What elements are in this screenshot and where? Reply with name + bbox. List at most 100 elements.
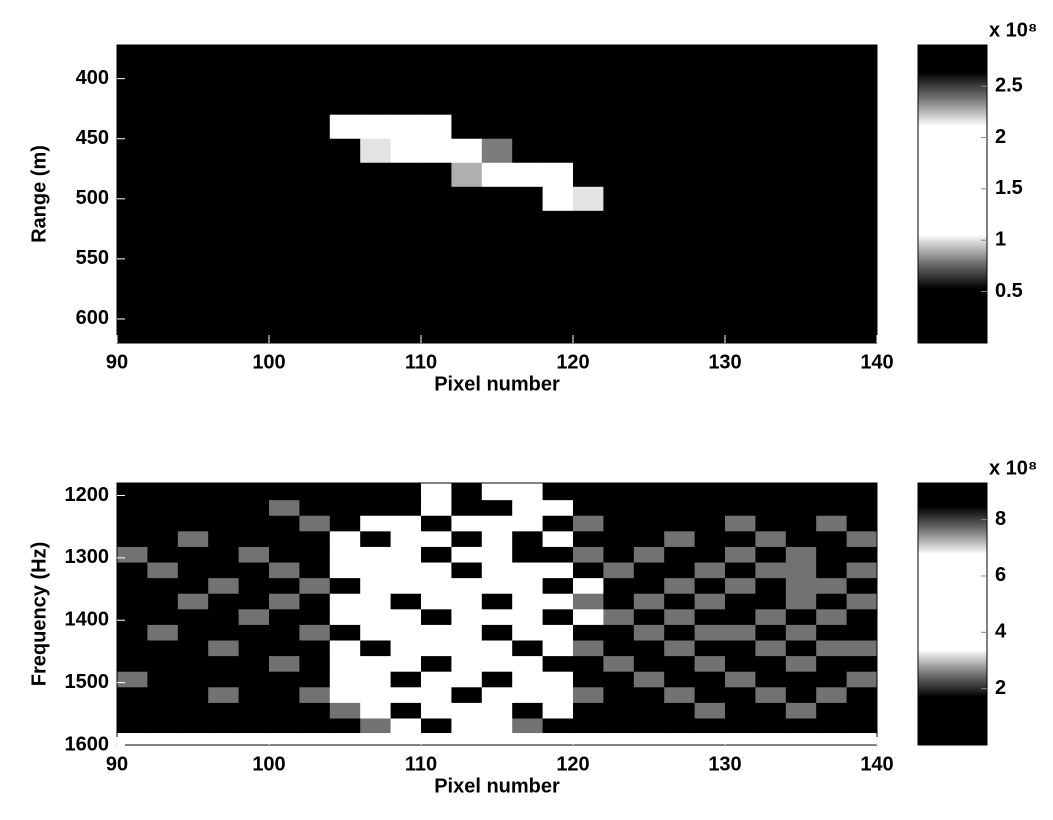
heatmap-cell <box>238 531 270 548</box>
heatmap-cell <box>725 186 756 212</box>
y-tick-label: 600 <box>76 307 109 329</box>
heatmap-cell <box>633 45 665 68</box>
heatmap-cell <box>755 483 787 501</box>
heatmap-cell <box>329 330 361 344</box>
heatmap-cell <box>816 483 848 501</box>
colorbar <box>917 44 988 344</box>
heatmap-cell <box>208 234 240 260</box>
heatmap-cell <box>117 593 148 610</box>
heatmap-cell <box>390 330 422 344</box>
heatmap-cell <box>481 483 513 501</box>
heatmap-cell <box>329 640 361 657</box>
heatmap-cell <box>512 330 544 344</box>
heatmap-cell <box>542 483 574 501</box>
heatmap-cell <box>785 671 817 688</box>
heatmap-cell <box>512 210 544 236</box>
heatmap-cell <box>177 210 209 236</box>
heatmap-cell <box>785 90 817 116</box>
heatmap-cell <box>360 624 392 642</box>
heatmap-cell <box>816 624 848 642</box>
heatmap-cell <box>725 718 756 734</box>
heatmap-cell <box>542 640 574 657</box>
heatmap-cell <box>329 531 361 548</box>
heatmap-cell <box>512 114 544 140</box>
heatmap-cell <box>451 609 483 626</box>
heatmap-cell <box>177 546 209 564</box>
heatmap-cell <box>694 282 726 308</box>
heatmap-cell <box>664 718 696 734</box>
heatmap-cell <box>725 609 756 626</box>
heatmap-cell <box>451 282 483 308</box>
heatmap-cell <box>542 114 574 140</box>
heatmap-cell <box>390 687 422 704</box>
heatmap-cell <box>117 515 148 532</box>
heatmap-cell <box>664 186 696 212</box>
heatmap-cell <box>208 624 240 642</box>
heatmap-cell <box>390 282 422 308</box>
heatmap-cell <box>542 162 574 188</box>
heatmap-cell <box>117 330 148 344</box>
heatmap-cell <box>481 624 513 642</box>
heatmap-cell <box>269 640 300 657</box>
heatmap-cell <box>451 562 483 579</box>
heatmap-cell <box>573 90 604 116</box>
colorbar-tick-label: 0.5 <box>995 280 1023 302</box>
heatmap-cell <box>816 138 848 164</box>
heatmap-cell <box>846 640 878 657</box>
heatmap-cell <box>269 546 300 564</box>
heatmap-cell <box>633 234 665 260</box>
heatmap-cell <box>725 138 756 164</box>
heatmap-cell <box>360 531 392 548</box>
y-tick-label: 1200 <box>65 484 110 506</box>
heatmap-cell <box>664 210 696 236</box>
heatmap-cell <box>694 186 726 212</box>
heatmap-cell <box>147 578 179 595</box>
heatmap-cell <box>542 562 574 579</box>
heatmap-cell <box>573 306 604 332</box>
heatmap-cell <box>208 687 240 704</box>
heatmap-cell <box>390 258 422 284</box>
heatmap-cell <box>603 687 635 704</box>
heatmap-cell <box>451 640 483 657</box>
heatmap-cell <box>117 624 148 642</box>
heatmap-cell <box>269 593 300 610</box>
heatmap-cell <box>755 718 787 734</box>
heatmap-cell <box>725 515 756 532</box>
x-tick-label: 100 <box>252 351 285 373</box>
heatmap-cell <box>573 45 604 68</box>
heatmap-cell <box>633 656 665 673</box>
heatmap-cell <box>755 640 787 657</box>
heatmap-cell <box>846 282 878 308</box>
heatmap-cell <box>542 500 574 517</box>
heatmap-cell <box>573 593 604 610</box>
heatmap-cell <box>238 90 270 116</box>
heatmap-cell <box>177 687 209 704</box>
heatmap-cell <box>299 282 331 308</box>
heatmap-cell <box>390 114 422 140</box>
heatmap-cell <box>451 671 483 688</box>
heatmap-cell <box>329 483 361 501</box>
heatmap-cell <box>147 515 179 532</box>
heatmap-cell <box>573 718 604 734</box>
colorbar-tick-label: 8 <box>995 508 1006 530</box>
heatmap-cell <box>177 45 209 68</box>
heatmap-cell <box>238 702 270 719</box>
heatmap-cell <box>816 114 848 140</box>
heatmap-cell <box>603 515 635 532</box>
heatmap-cell <box>360 593 392 610</box>
y-tick-label: 1300 <box>65 546 110 568</box>
heatmap-cell <box>816 500 848 517</box>
heatmap-cell <box>603 282 635 308</box>
heatmap-cell <box>390 234 422 260</box>
heatmap-cell <box>573 483 604 501</box>
heatmap-cell <box>177 640 209 657</box>
heatmap-cell <box>603 671 635 688</box>
heatmap-cell <box>360 656 392 673</box>
y-tick-label: 1400 <box>65 609 110 631</box>
heatmap-cell <box>238 593 270 610</box>
heatmap-cell <box>573 162 604 188</box>
heatmap-cell <box>573 138 604 164</box>
heatmap-cell <box>269 483 300 501</box>
heatmap-cell <box>269 138 300 164</box>
heatmap-cell <box>177 515 209 532</box>
